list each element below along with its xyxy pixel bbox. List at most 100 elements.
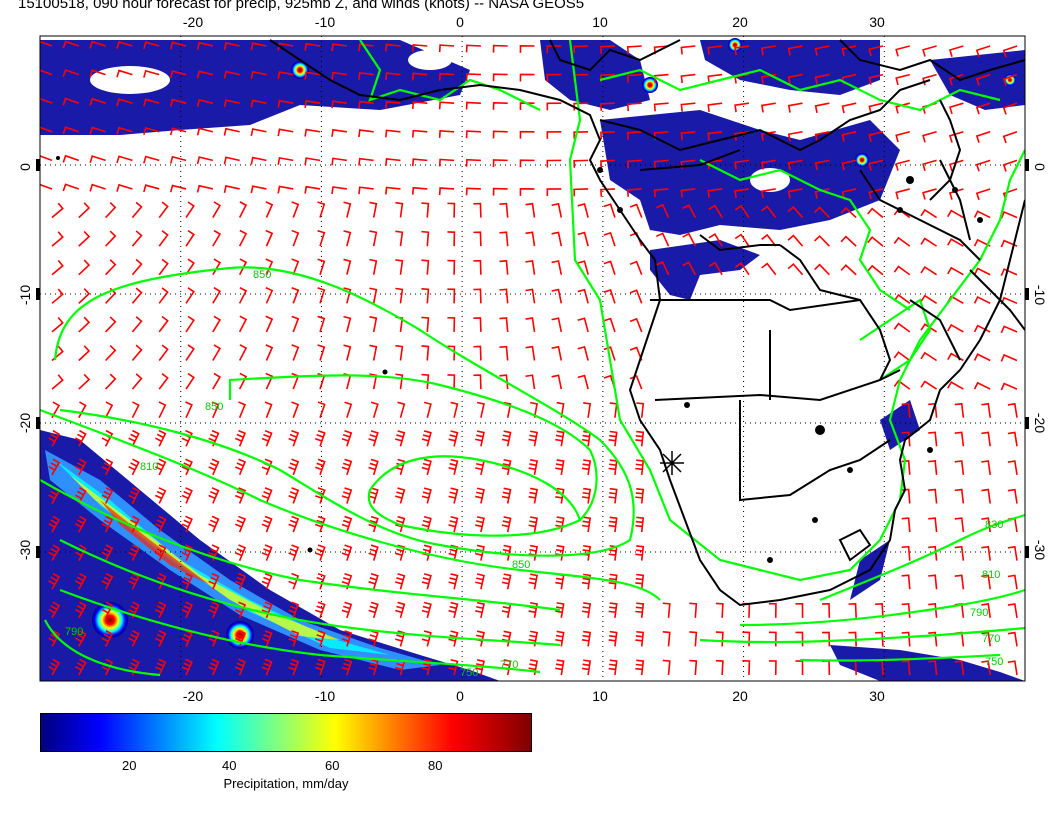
wind-barb xyxy=(265,201,274,218)
wind-barb xyxy=(421,601,432,619)
wind-barb xyxy=(385,43,401,52)
wind-barb xyxy=(948,131,964,143)
wind-barb xyxy=(1000,210,1018,219)
wind-barb xyxy=(519,188,535,196)
wind-barb xyxy=(212,315,222,333)
wind-barb xyxy=(840,235,857,247)
wind-barb xyxy=(74,515,87,533)
wind-barb xyxy=(48,572,61,590)
wind-barb xyxy=(635,516,645,533)
wind-barb xyxy=(48,458,61,476)
colorbar-tick: 80 xyxy=(428,758,443,773)
wind-barb xyxy=(331,43,347,52)
wind-barb xyxy=(608,659,618,676)
wind-barb xyxy=(656,232,670,247)
lat-label-right: 0 xyxy=(1032,163,1048,171)
wind-barb xyxy=(761,205,777,219)
wind-barb xyxy=(893,293,911,304)
wind-barb xyxy=(104,401,114,419)
wind-barb xyxy=(635,430,645,447)
wind-barb xyxy=(603,260,616,275)
wind-barb xyxy=(501,458,512,476)
wind-barb xyxy=(185,229,195,247)
wind-barb xyxy=(519,159,535,168)
wind-barb xyxy=(682,204,697,218)
wind-barb xyxy=(492,187,508,196)
wind-barb xyxy=(492,130,508,139)
wind-barb xyxy=(448,630,459,647)
wind-barb xyxy=(101,572,114,590)
wind-barb xyxy=(546,159,562,168)
wind-barb xyxy=(600,45,615,54)
wind-barb xyxy=(304,100,321,108)
wind-barb xyxy=(304,157,321,166)
wind-barb xyxy=(265,315,274,333)
wind-barb xyxy=(450,401,459,418)
wind-barb xyxy=(438,101,455,110)
map-frame xyxy=(39,35,1026,682)
wind-barb xyxy=(577,203,589,218)
wind-barb xyxy=(530,401,538,418)
wind-barb xyxy=(608,573,618,590)
wind-barb xyxy=(954,402,965,418)
lon-label-top: -10 xyxy=(315,14,335,30)
wind-barb xyxy=(317,315,326,333)
wind-barb xyxy=(787,263,804,276)
wind-barb xyxy=(131,344,143,362)
lat-label-left: -20 xyxy=(17,413,33,433)
lon-label-bottom: 10 xyxy=(592,688,608,704)
wind-barb xyxy=(395,430,406,447)
wind-barb xyxy=(89,69,106,78)
wind-barb xyxy=(208,458,220,476)
wind-barb xyxy=(734,262,750,276)
wind-barb xyxy=(954,574,965,590)
wind-barb xyxy=(1007,545,1018,561)
wind-barb xyxy=(261,572,273,590)
wind-barb xyxy=(277,128,294,137)
wind-barb xyxy=(395,601,406,619)
wind-barb xyxy=(1000,382,1018,391)
wind-barb xyxy=(473,231,482,247)
wind-barb xyxy=(51,288,64,304)
wind-barb xyxy=(369,258,378,275)
wind-barb xyxy=(848,602,857,618)
wind-barb xyxy=(212,287,222,304)
wind-barb xyxy=(447,288,456,304)
wind-barb xyxy=(928,545,938,561)
wind-barb xyxy=(368,658,379,676)
wind-barb xyxy=(154,429,167,447)
wind-barb xyxy=(629,232,643,247)
wind-barb xyxy=(635,659,645,676)
wind-barb xyxy=(158,344,169,361)
wind-barb xyxy=(185,258,195,276)
wind-barb xyxy=(1007,488,1018,504)
wind-barb xyxy=(528,487,538,504)
wind-barb xyxy=(519,102,535,111)
wind-barb xyxy=(656,203,670,218)
wind-barb xyxy=(51,317,64,333)
wind-barb xyxy=(89,97,106,106)
wind-barb xyxy=(600,130,615,140)
wind-barb xyxy=(438,187,455,196)
wind-barb xyxy=(814,130,830,142)
wind-barb xyxy=(680,45,696,55)
wind-barb xyxy=(948,102,964,115)
wind-barb xyxy=(411,101,428,110)
wind-barb xyxy=(315,658,326,676)
wind-barb xyxy=(341,658,353,676)
wind-barb xyxy=(761,130,776,142)
wind-barb xyxy=(577,345,589,361)
wind-barb xyxy=(922,188,937,200)
lat-labels-right: 0 -10 -20 -30 xyxy=(1032,163,1048,560)
wind-barb xyxy=(787,102,803,113)
wind-barb xyxy=(581,487,592,504)
wind-barb xyxy=(734,45,750,56)
wind-barb xyxy=(169,41,187,50)
wind-barb xyxy=(185,287,195,304)
wind-barb xyxy=(603,203,616,218)
wind-barb xyxy=(603,317,616,333)
wind-barb xyxy=(74,487,87,504)
wind-barb xyxy=(920,208,938,219)
wind-barb xyxy=(787,188,803,199)
